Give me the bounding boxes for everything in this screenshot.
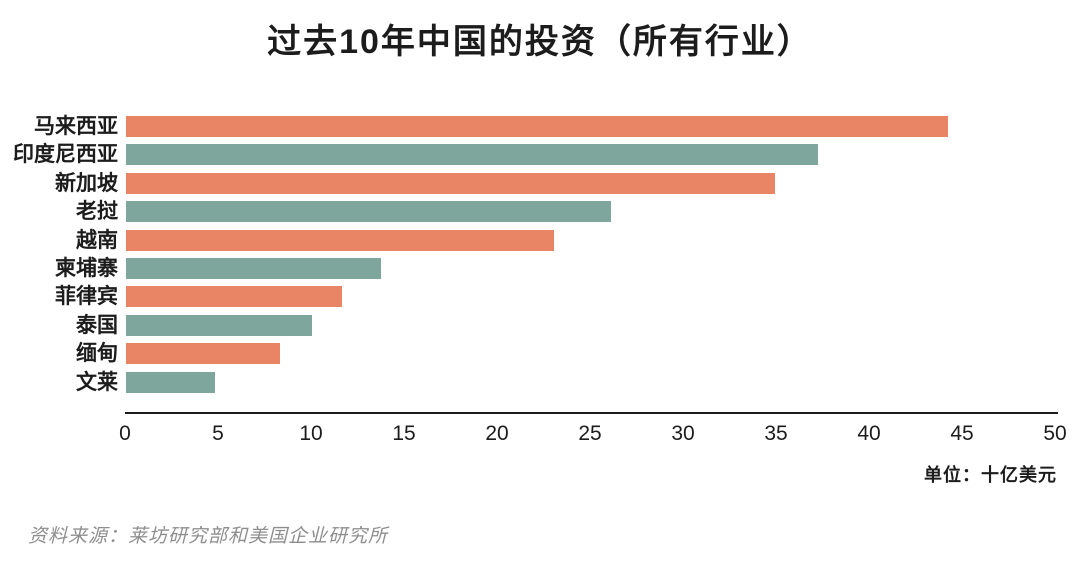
bar (126, 144, 818, 166)
bar-row: 柬埔寨 (0, 258, 1080, 279)
source-note: 资料来源：莱坊研究部和美国企业研究所 (28, 526, 389, 547)
x-tick-label: 40 (857, 422, 881, 445)
category-label: 文莱 (76, 370, 118, 394)
chart-title: 过去10年中国的投资（所有行业） (267, 23, 813, 61)
x-tick-label: 25 (578, 422, 602, 445)
category-label: 泰国 (76, 313, 118, 337)
category-label: 菲律宾 (55, 285, 118, 309)
x-tick-label: 10 (299, 422, 323, 445)
category-label: 缅甸 (76, 342, 118, 366)
x-tick-label: 30 (671, 422, 695, 445)
category-label: 老挝 (76, 200, 118, 224)
category-label: 越南 (76, 228, 118, 252)
bar (126, 116, 948, 137)
bar (126, 258, 381, 279)
category-label: 印度尼西亚 (13, 143, 118, 167)
bar (126, 314, 312, 336)
bar-row: 新加坡 (0, 171, 1080, 195)
x-tick-label: 20 (485, 422, 509, 445)
x-tick-label: 35 (764, 422, 788, 445)
category-label: 柬埔寨 (55, 257, 118, 280)
x-axis-line (125, 412, 1058, 414)
x-tick-label: 50 (1043, 422, 1067, 445)
bar (126, 201, 611, 223)
bar-row: 老挝 (0, 200, 1080, 224)
bar (126, 371, 215, 393)
bar (126, 286, 342, 308)
x-tick-label: 15 (392, 422, 416, 445)
bar-row: 越南 (0, 228, 1080, 252)
unit-label: 单位：十亿美元 (924, 465, 1057, 485)
x-tick-label: 0 (119, 422, 131, 445)
category-label: 新加坡 (55, 171, 118, 195)
bar-row: 文莱 (0, 370, 1080, 394)
x-tick-label: 45 (950, 422, 974, 445)
category-label: 马来西亚 (34, 115, 118, 138)
bar-row: 缅甸 (0, 342, 1080, 366)
x-tick-label: 5 (212, 422, 224, 445)
bar-row: 泰国 (0, 313, 1080, 337)
bar (126, 229, 554, 251)
bar-row: 菲律宾 (0, 285, 1080, 309)
bar (126, 172, 775, 194)
bar-row: 印度尼西亚 (0, 143, 1080, 167)
bar (126, 343, 280, 365)
bar-row: 马来西亚 (0, 116, 1080, 137)
